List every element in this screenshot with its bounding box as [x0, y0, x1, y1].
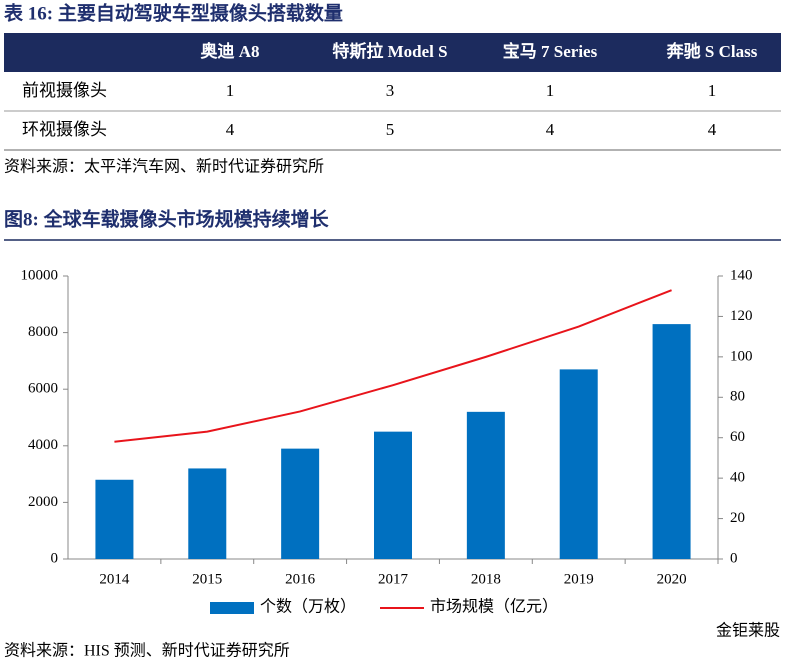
y2-tick-label: 60 — [730, 429, 745, 445]
legend-label: 市场规模（亿元） — [430, 598, 558, 616]
table-source: 资料来源：太平洋汽车网、新时代证券研究所 — [4, 158, 324, 176]
y2-tick-label: 0 — [730, 550, 738, 566]
cell: 1 — [708, 81, 717, 100]
y-tick-label: 8000 — [28, 324, 58, 340]
bar — [188, 468, 227, 559]
y-tick-label: 4000 — [28, 437, 58, 453]
y2-tick-label: 140 — [730, 267, 753, 283]
cell: 5 — [386, 120, 395, 139]
bar — [95, 479, 134, 559]
y2-tick-label: 80 — [730, 389, 745, 405]
cell: 4 — [708, 120, 717, 139]
table-header-bg — [4, 33, 781, 72]
bar — [281, 448, 320, 559]
y-tick-label: 0 — [51, 550, 59, 566]
cell: 4 — [546, 120, 555, 139]
column-header: 特斯拉 Model S — [332, 41, 447, 61]
y-tick-label: 6000 — [28, 381, 58, 397]
x-tick-label: 2017 — [378, 571, 409, 587]
x-tick-label: 2015 — [192, 571, 222, 587]
row-label: 前视摄像头 — [22, 81, 107, 100]
y2-tick-label: 20 — [730, 510, 745, 526]
cell: 1 — [546, 81, 555, 100]
column-header: 宝马 7 Series — [503, 41, 598, 61]
bar — [559, 369, 598, 559]
line — [114, 289, 672, 443]
x-tick-label: 2016 — [285, 571, 316, 587]
column-header: 奥迪 A8 — [200, 41, 259, 61]
cell: 4 — [226, 120, 235, 139]
x-tick-label: 2014 — [99, 571, 130, 587]
cell: 1 — [226, 81, 235, 100]
x-tick-label: 2020 — [657, 571, 687, 587]
legend-label: 个数（万枚） — [260, 598, 356, 616]
x-tick-label: 2018 — [471, 571, 501, 587]
chart-title: 图8: 全球车载摄像头市场规模持续增长 — [4, 207, 330, 230]
legend-swatch — [210, 602, 254, 614]
y2-tick-label: 120 — [730, 308, 753, 324]
y2-tick-label: 40 — [730, 470, 745, 486]
column-header: 奔驰 S Class — [666, 41, 758, 61]
y-tick-label: 2000 — [28, 494, 58, 510]
y-tick-label: 10000 — [21, 267, 59, 283]
table-title: 表 16: 主要自动驾驶车型摄像头搭载数量 — [4, 1, 343, 24]
row-label: 环视摄像头 — [22, 120, 107, 139]
x-tick-label: 2019 — [564, 571, 594, 587]
cell: 3 — [386, 81, 395, 100]
bar — [374, 431, 412, 559]
bar — [466, 411, 505, 559]
chart-source: 资料来源：HIS 预测、新时代证券研究所 — [4, 642, 290, 660]
watermark: 金钜莱股 — [716, 622, 780, 640]
y2-tick-label: 100 — [730, 348, 753, 364]
bar — [652, 324, 691, 559]
